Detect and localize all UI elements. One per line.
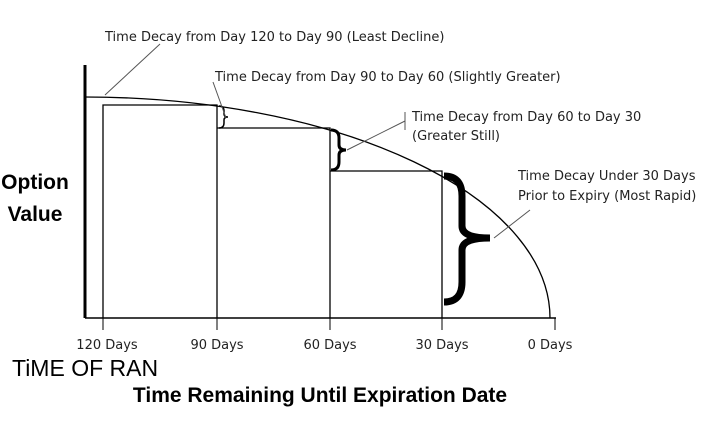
leader-line [346,112,406,151]
annotation: Time Decay Under 30 Days [517,169,696,184]
leader-line [212,81,227,119]
annotation: Prior to Expiry (Most Rapid) [518,189,696,204]
leader-line [493,209,531,239]
x-tick-label: 0 Days [528,338,573,353]
y-axis-label: Option [1,171,69,194]
brace-small [218,105,229,129]
x-tick-label: 30 Days [415,338,468,353]
annotation: Time Decay from Day 90 to Day 60 (Slight… [214,70,561,85]
brace-large [443,172,491,306]
x-tick-label: 90 Days [190,338,243,353]
annotation: Time Decay from Day 60 to Day 30 [411,110,641,125]
x-axis-label: Time Remaining Until Expiration Date [133,384,507,407]
tick-marks [102,318,556,330]
decay-curve [84,96,551,319]
brace-medium [330,128,347,172]
x-tick-label: 60 Days [303,338,356,353]
overlay-text: TiME OF RAN [12,355,158,381]
step-rectangles [102,104,443,318]
annotation: (Greater Still) [412,129,500,144]
y-axis-label: Value [8,203,63,226]
x-tick-label: 120 Days [76,338,138,353]
leader-line [104,43,161,96]
annotation: Time Decay from Day 120 to Day 90 (Least… [104,30,444,45]
